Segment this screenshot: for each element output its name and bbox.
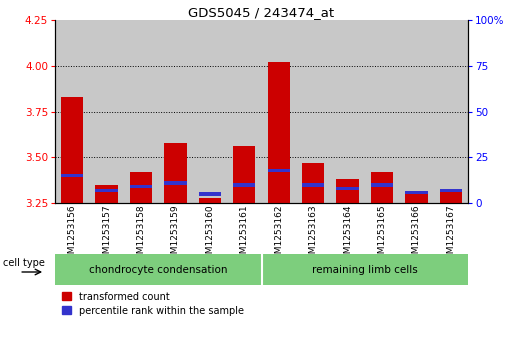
Bar [336, 179, 359, 203]
Bar [405, 192, 428, 203]
Bar [434, 20, 468, 203]
Bar [89, 20, 124, 203]
Bar [233, 183, 255, 187]
Bar [262, 254, 468, 285]
Bar [158, 20, 192, 203]
Bar [227, 20, 262, 203]
Text: chondrocyte condensation: chondrocyte condensation [89, 265, 228, 274]
Text: cell type: cell type [3, 258, 44, 268]
Bar [371, 183, 393, 187]
Bar [399, 20, 434, 203]
Bar [233, 146, 255, 203]
Bar [405, 191, 428, 194]
Bar [268, 62, 290, 203]
Bar [164, 182, 187, 185]
Text: remaining limb cells: remaining limb cells [312, 265, 418, 274]
Bar [124, 20, 158, 203]
Bar [302, 183, 324, 187]
Bar [365, 20, 399, 203]
Bar [302, 163, 324, 203]
Bar [440, 189, 462, 192]
Bar [262, 20, 296, 203]
Bar [336, 187, 359, 190]
Bar [199, 192, 221, 196]
Bar [61, 174, 83, 178]
Title: GDS5045 / 243474_at: GDS5045 / 243474_at [188, 6, 335, 19]
Bar [95, 185, 118, 203]
Bar [130, 185, 152, 188]
Bar [296, 20, 331, 203]
Bar [95, 189, 118, 192]
Bar [55, 20, 89, 203]
Bar [199, 198, 221, 203]
Bar [331, 20, 365, 203]
Bar [55, 254, 262, 285]
Bar [130, 172, 152, 203]
Legend: transformed count, percentile rank within the sample: transformed count, percentile rank withi… [58, 288, 248, 319]
Bar [61, 97, 83, 203]
Bar [164, 143, 187, 203]
Bar [371, 172, 393, 203]
Bar [268, 169, 290, 172]
Bar [440, 189, 462, 203]
Bar [192, 20, 227, 203]
